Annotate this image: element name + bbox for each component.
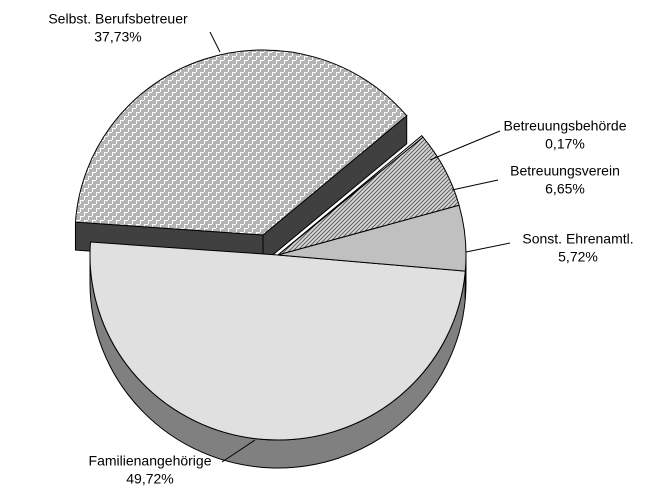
leader-line (221, 439, 256, 463)
slice-label: Selbst. Berufsbetreuer (48, 11, 188, 27)
leader-line (451, 179, 499, 191)
slice-label: Sonst. Ehrenamtl. (522, 231, 633, 247)
slice-label: Familienangehörige (89, 453, 212, 469)
leader-line (209, 31, 221, 53)
slice (74, 49, 408, 236)
slice-value-label: 49,72% (126, 471, 173, 487)
slice-label: Betreuungsbehörde (504, 118, 627, 134)
slice-value-label: 37,73% (94, 29, 141, 45)
slice-value-label: 5,72% (558, 249, 598, 265)
leader-line (465, 242, 511, 253)
pie-tops (89, 135, 467, 441)
slice-label: Betreuungsverein (510, 163, 620, 179)
leader-line (429, 130, 501, 161)
slice-value-label: 6,65% (545, 181, 585, 197)
slice (277, 204, 467, 272)
labels: Familienangehörige 49,72% Selbst. Berufsbe… (48, 11, 633, 487)
slice-value-label: 0,17% (545, 136, 585, 152)
slice (89, 241, 466, 441)
